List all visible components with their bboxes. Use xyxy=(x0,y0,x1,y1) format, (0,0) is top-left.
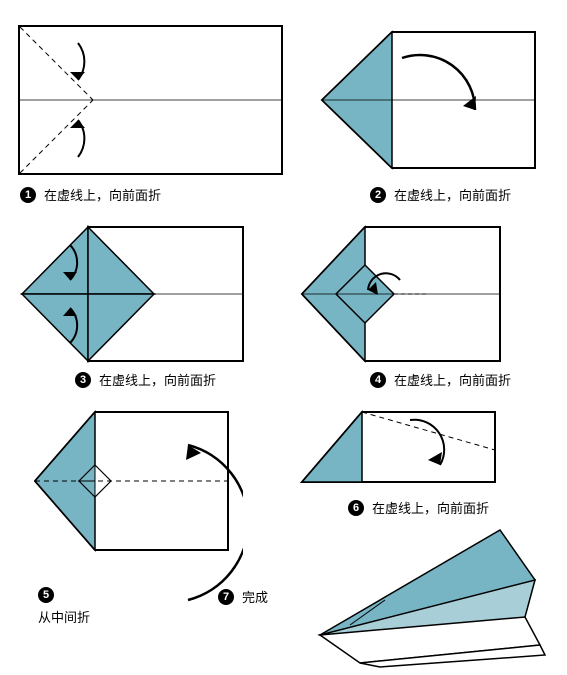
step-4-label: 在虚线上，向前面折 xyxy=(394,370,511,389)
origami-instructions: 1 在虚线上，向前面折 2 在虚线上，向前面折 xyxy=(0,0,567,673)
step-badge-2: 2 xyxy=(370,187,386,203)
step-1-caption: 1 在虚线上，向前面折 xyxy=(20,185,161,204)
step-3-label: 在虚线上，向前面折 xyxy=(99,370,216,389)
step-6-label: 在虚线上，向前面折 xyxy=(372,498,489,517)
step-badge-6: 6 xyxy=(348,500,364,516)
step-7-label: 完成 xyxy=(242,587,268,606)
step-2-diagram xyxy=(320,30,540,180)
step-3-caption: 3 在虚线上，向前面折 xyxy=(75,370,216,389)
step-7-caption: 7 完成 xyxy=(218,587,268,606)
step-2-caption: 2 在虚线上，向前面折 xyxy=(370,185,511,204)
step-badge-1: 1 xyxy=(20,187,36,203)
step-badge-3: 3 xyxy=(75,372,91,388)
step-5-diagram xyxy=(33,410,243,615)
step-badge-4: 4 xyxy=(370,372,386,388)
step-4-caption: 4 在虚线上，向前面折 xyxy=(370,370,511,389)
step-5-label: 从中间折 xyxy=(38,607,90,626)
step-7-diagram xyxy=(290,525,555,675)
step-badge-7: 7 xyxy=(218,589,234,605)
step-1-diagram xyxy=(18,25,283,180)
step-badge-5: 5 xyxy=(38,587,54,603)
step-1-label: 在虚线上，向前面折 xyxy=(44,185,161,204)
step-4-diagram xyxy=(300,225,505,370)
step-5-caption: 5 从中间折 xyxy=(38,587,90,626)
step-3-diagram xyxy=(20,225,245,370)
step-6-diagram xyxy=(300,410,500,500)
step-2-label: 在虚线上，向前面折 xyxy=(394,185,511,204)
step-6-caption: 6 在虚线上，向前面折 xyxy=(348,498,489,517)
